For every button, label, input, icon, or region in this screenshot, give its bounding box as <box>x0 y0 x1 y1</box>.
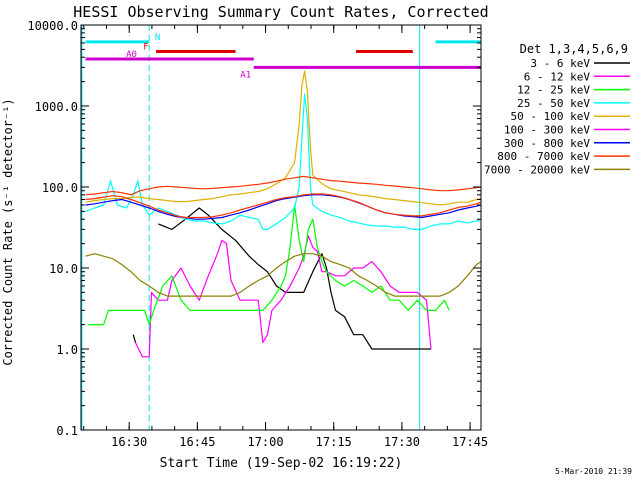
y-tick-label-3: 100.0 <box>42 181 78 195</box>
series-line-0 <box>132 207 431 350</box>
y-tick-label-0: 0.1 <box>56 424 78 438</box>
series-line-6 <box>85 194 482 220</box>
legend-title: Det 1,3,4,5,6,9 <box>520 42 628 56</box>
plot-area: NF A0 A1 0.1 1.0 10.0 100.0 1000.0 10000.0 16:30 1… <box>27 19 488 449</box>
legend-label-3: 25 - 50 keV <box>517 97 590 110</box>
legend-label-2: 12 - 25 keV <box>517 84 590 97</box>
y-tick-label-5: 10000.0 <box>27 19 78 33</box>
legend-label-8: 7000 - 20000 keV <box>484 163 590 176</box>
legend-label-7: 800 - 7000 keV <box>497 150 590 163</box>
legend-label-1: 6 - 12 keV <box>524 70 591 83</box>
footer-timestamp: 5-Mar-2010 21:39 <box>555 467 632 476</box>
x-axis-label: Start Time (19-Sep-02 16:19:22) <box>160 456 403 471</box>
series-line-9 <box>85 175 482 196</box>
plot-frame <box>80 24 482 431</box>
series-line-1 <box>134 235 432 358</box>
state-bar-label-A0: A0 <box>126 50 137 60</box>
x-tick-label-3: 17:15 <box>316 435 352 449</box>
y-tick-label-1: 1.0 <box>56 343 78 357</box>
series-line-2 <box>87 204 450 326</box>
series-line-4 <box>85 70 482 206</box>
state-bar-label-F: F <box>143 43 148 53</box>
y-tick-label-2: 10.0 <box>49 262 78 276</box>
series-line-7 <box>85 193 482 219</box>
state-bar-label-A1: A1 <box>240 70 251 80</box>
y-tick-label-4: 1000.0 <box>35 100 78 114</box>
series-line-8 <box>85 253 482 297</box>
legend-label-5: 100 - 300 keV <box>504 124 590 137</box>
x-tick-label-4: 17:30 <box>384 435 420 449</box>
x-tick-label-0: 16:30 <box>111 435 147 449</box>
chart-title: HESSI Observing Summary Count Rates, Cor… <box>73 3 488 21</box>
legend-label-6: 300 - 800 keV <box>504 137 590 150</box>
series-line-3 <box>85 93 482 230</box>
x-tick-label-1: 16:45 <box>179 435 215 449</box>
x-tick-label-2: 17:00 <box>247 435 283 449</box>
legend-label-0: 3 - 6 keV <box>530 57 590 70</box>
y-axis-label: Corrected Count Rate (s⁻¹ detector⁻¹) <box>1 98 15 365</box>
state-bar-label-N: N <box>155 33 160 43</box>
x-tick-label-5: 17:45 <box>452 435 488 449</box>
legend-label-4: 50 - 100 keV <box>511 110 591 123</box>
